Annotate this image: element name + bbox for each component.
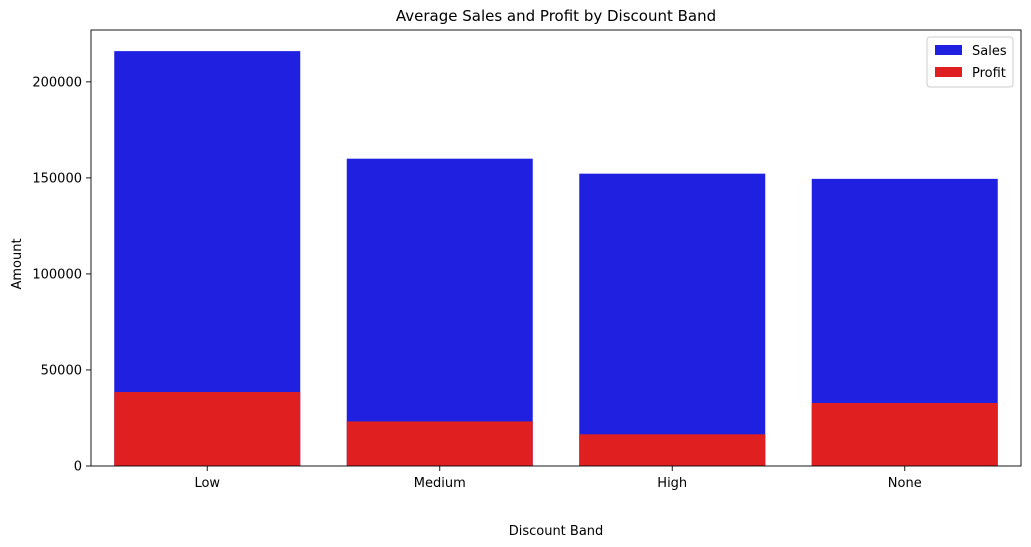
legend-swatch-sales [935,45,962,55]
legend-label-profit: Profit [972,66,1006,81]
bar-profit-low [114,392,301,466]
y-tick-label: 50000 [41,363,82,378]
bar-profit-medium [346,421,533,466]
legend-label-sales: Sales [972,44,1007,59]
plot-frame [90,29,1022,467]
x-tick-label-none: None [888,476,922,491]
x-tick-label-high: High [657,476,687,491]
bar-sales-high [579,173,766,467]
y-axis-label: Amount [10,238,25,289]
chart-title: Average Sales and Profit by Discount Ban… [396,7,716,25]
bar-profit-none [811,403,998,466]
bar-sales-medium [346,158,533,466]
y-tick-label: 0 [74,460,82,475]
x-axis-label: Discount Band [509,524,604,539]
y-tick-label: 200000 [32,75,82,90]
x-tick-label-low: Low [194,476,220,491]
legend: Sales Profit [926,36,1014,88]
bar-profit-high [579,434,766,466]
x-tick-label-medium: Medium [414,476,466,491]
bars-group [114,51,998,467]
y-axis-ticks: 0 50000 100000 150000 200000 [32,75,91,475]
y-tick-label: 150000 [32,171,82,186]
legend-swatch-profit [935,67,962,77]
y-tick-label: 100000 [32,267,82,282]
x-axis-ticks: Low Medium High None [194,466,922,491]
